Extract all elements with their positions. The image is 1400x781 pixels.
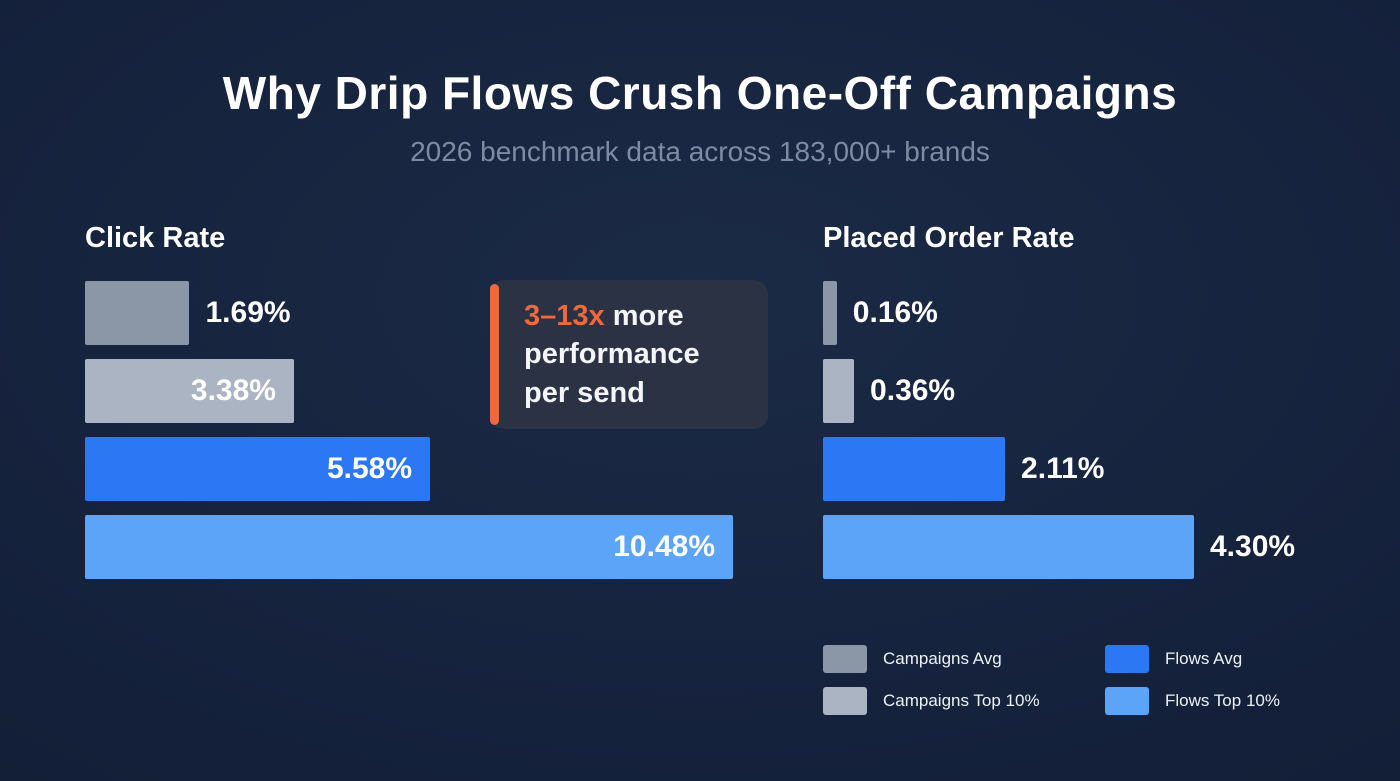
legend-swatch — [1105, 645, 1149, 673]
bar-campaigns-avg: 0.16% — [823, 281, 938, 345]
bar-value-label: 0.36% — [870, 374, 956, 407]
legend-item-flows-top-10: Flows Top 10% — [1105, 687, 1280, 715]
callout-card: 3–13x more performance per send — [490, 280, 768, 429]
bar-row: 2.11% — [823, 437, 1194, 501]
legend-item-campaigns-avg: Campaigns Avg — [823, 645, 1105, 673]
bar-value-label: 4.30% — [1210, 530, 1296, 563]
callout-line1-rest: more — [604, 300, 684, 332]
callout-accent-bar — [490, 284, 499, 425]
click-rate-heading: Click Rate — [85, 222, 226, 254]
legend-label: Campaigns Top 10% — [883, 691, 1040, 710]
bar-row: 0.16% — [823, 281, 1194, 345]
bar-row: 1.69% — [85, 281, 733, 345]
callout-line2: performance — [524, 338, 700, 371]
bar-flows-top-10: 4.30% — [823, 515, 1295, 579]
page-title: Why Drip Flows Crush One-Off Campaigns — [222, 67, 1178, 119]
legend-swatch — [1105, 687, 1149, 715]
bar-rows: 0.16% 0.36% 2.11% 4.30% — [823, 281, 1295, 579]
legend-label: Flows Top 10% — [1165, 691, 1280, 710]
page-subtitle: 2026 benchmark data across 183,000+ bran… — [410, 136, 990, 167]
bar-value-label: 10.48% — [613, 530, 715, 563]
bar-row: 0.36% — [823, 359, 1194, 423]
bar-row: 5.58% — [85, 437, 733, 501]
bar-value-label: 3.38% — [190, 374, 276, 407]
bar-flows-avg: 2.11% — [823, 437, 1104, 501]
bar-flows-avg: 5.58% — [85, 437, 431, 501]
legend-swatch — [823, 687, 867, 715]
bar-value-label: 1.69% — [205, 296, 291, 329]
click-rate-chart: Click Rate 1.69% 3.38% 5.58% 10.48% — [85, 222, 733, 593]
bar-value-label: 0.16% — [852, 296, 938, 329]
bar-value-label: 2.11% — [1021, 452, 1105, 485]
legend-label: Flows Avg — [1165, 649, 1243, 668]
legend-label: Campaigns Avg — [883, 649, 1002, 668]
bar-campaigns-avg: 1.69% — [85, 281, 291, 345]
bar-row: 4.30% — [823, 515, 1295, 579]
bar-value-label: 5.58% — [326, 452, 413, 485]
legend: Campaigns Avg Flows Avg Campaigns Top 10% F… — [823, 645, 1280, 715]
callout-text: 3–13x more performance per send — [524, 297, 746, 412]
legend-item-flows-avg: Flows Avg — [1105, 645, 1280, 673]
legend-item-campaigns-top-10: Campaigns Top 10% — [823, 687, 1105, 715]
bar-row: 3.38% — [85, 359, 733, 423]
bar-rows: 1.69% 3.38% 5.58% 10.48% — [85, 281, 733, 579]
bar-row: 10.48% — [85, 515, 733, 579]
legend-swatch — [823, 645, 867, 673]
bar-campaigns-top-10: 0.36% — [823, 359, 955, 423]
placed-order-rate-chart: Placed Order Rate 0.16% 0.36% 2.11% 4.30% — [823, 222, 1295, 593]
placed-order-rate-heading: Placed Order Rate — [823, 222, 1075, 254]
bar-flows-top-10: 10.48% — [85, 515, 733, 579]
callout-highlight: 3–13x — [524, 300, 605, 332]
bar-campaigns-top-10: 3.38% — [85, 359, 294, 423]
callout-line3: per send — [524, 376, 645, 409]
